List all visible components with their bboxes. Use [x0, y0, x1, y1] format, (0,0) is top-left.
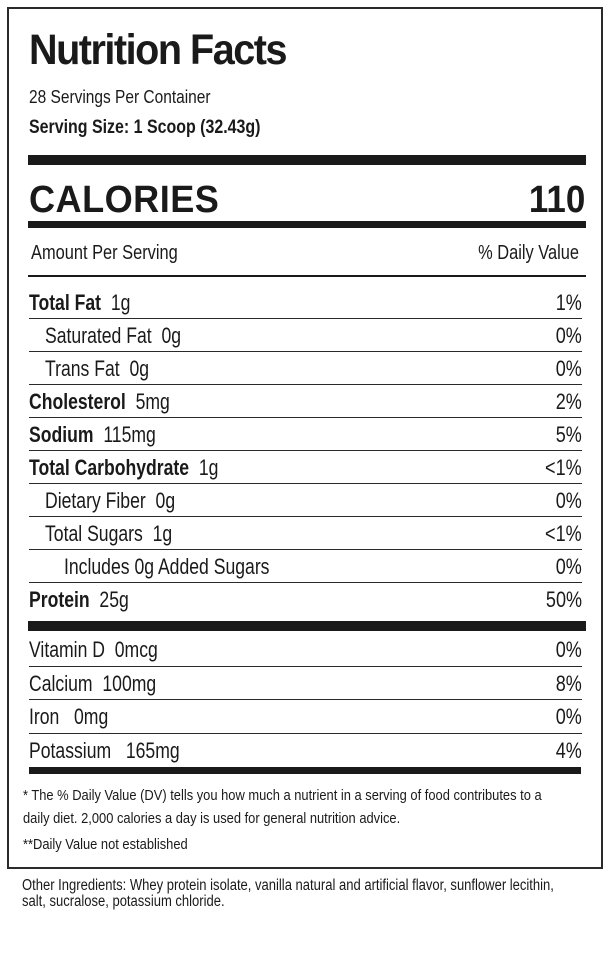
nutrient-row-sodium: Sodium 115mg 5% [29, 418, 582, 451]
vitamin-dv: 0% [555, 637, 582, 662]
nutrient-row-total-carbohydrate: Total Carbohydrate 1g <1% [29, 451, 582, 484]
other-ingredients: Other Ingredients: Whey protein isolate,… [22, 878, 585, 910]
nutrient-name: Total Sugars [45, 521, 143, 546]
daily-value-footnote-line-1: * The % Daily Value (DV) tells you how m… [23, 787, 542, 804]
vitamin-dv: 0% [555, 704, 582, 729]
nutrient-name: Trans Fat [45, 356, 120, 381]
nutrient-name: Includes 0g Added Sugars [64, 554, 270, 579]
nutrient-row-cholesterol: Cholesterol 5mg 2% [29, 385, 582, 418]
vitamin-row-vitamin-d: Vitamin D 0mcg 0% [29, 633, 582, 667]
nutrient-name: Total Carbohydrate [29, 455, 190, 480]
nutrient-dv: 0% [555, 323, 582, 348]
vitamin-amount: 165mg [125, 737, 180, 763]
nutrient-name: Sodium [29, 422, 94, 447]
vitamin-amount: 0mcg [114, 637, 158, 662]
vitamin-name: Calcium [29, 670, 93, 696]
amount-per-serving-header: Amount Per Serving [31, 242, 178, 264]
nutrient-amount: 0g [155, 488, 176, 513]
vitamin-row-iron: Iron 0mg 0% [29, 700, 582, 734]
vitamin-dv: 4% [555, 737, 582, 763]
nutrient-name: Cholesterol [29, 389, 126, 414]
nutrition-facts-panel: Nutrition Facts 28 Servings Per Containe… [7, 7, 603, 869]
label-title: Nutrition Facts [29, 26, 288, 74]
serving-size: Serving Size: 1 Scoop (32.43g) [29, 117, 261, 138]
servings-per-container: 28 Servings Per Container [29, 87, 211, 107]
vitamin-amount: 0mg [74, 704, 109, 729]
vitamin-row-calcium: Calcium 100mg 8% [29, 667, 582, 700]
nutrient-amount: 0g [129, 356, 150, 381]
nutrient-dv: 50% [545, 587, 582, 612]
calories-label: CALORIES [29, 179, 220, 221]
vitamin-row-potassium: Potassium 165mg 4% [29, 734, 582, 768]
thick-divider-calories [28, 221, 586, 228]
nutrient-dv: 0% [555, 488, 582, 513]
nutrient-amount: 1g [110, 290, 131, 315]
nutrient-amount: 5mg [135, 389, 170, 414]
vitamin-name: Potassium [29, 737, 112, 763]
nutrient-row-trans-fat: Trans Fat 0g 0% [29, 352, 582, 385]
daily-value-footnote-line-2: daily diet. 2,000 calories a day is used… [23, 810, 401, 827]
nutrient-amount: 0g [161, 323, 182, 348]
vitamin-amount: 100mg [102, 670, 157, 696]
nutrient-row-total-fat: Total Fat 1g 1% [29, 286, 582, 319]
nutrient-amount: 1g [198, 455, 219, 480]
nutrient-list: Total Fat 1g 1% Saturated Fat 0g 0% Tran… [29, 286, 582, 616]
nutrient-amount: 25g [99, 587, 129, 612]
nutrient-dv: 2% [555, 389, 582, 414]
vitamin-name: Vitamin D [29, 637, 105, 662]
vitamin-name: Iron [29, 704, 60, 729]
nutrient-dv: <1% [545, 521, 582, 546]
medium-divider [28, 275, 586, 277]
nutrient-row-dietary-fiber: Dietary Fiber 0g 0% [29, 484, 582, 517]
daily-value-header: % Daily Value [478, 242, 579, 264]
vitamin-dv: 8% [555, 670, 582, 696]
daily-value-not-established-note: **Daily Value not established [23, 836, 188, 853]
nutrient-amount: 1g [152, 521, 173, 546]
nutrient-row-total-sugars: Total Sugars 1g <1% [29, 517, 582, 550]
nutrient-row-protein: Protein 25g 50% [29, 583, 582, 616]
nutrient-dv: 1% [555, 290, 582, 315]
nutrient-amount: 115mg [103, 422, 156, 447]
nutrient-dv: 0% [555, 356, 582, 381]
nutrient-row-added-sugars: Includes 0g Added Sugars 0% [29, 550, 582, 583]
nutrient-name: Dietary Fiber [45, 488, 146, 513]
nutrient-row-saturated-fat: Saturated Fat 0g 0% [29, 319, 582, 352]
nutrient-dv: <1% [545, 455, 582, 480]
nutrient-name: Saturated Fat [45, 323, 152, 348]
ingredients-line-2: salt, sucralose, potassium chloride. [22, 893, 225, 910]
nutrient-name: Total Fat [29, 290, 102, 315]
thick-divider-bottom [29, 767, 581, 774]
thick-divider-top [28, 155, 586, 165]
vitamin-list: Vitamin D 0mcg 0% Calcium 100mg 8% Iron … [29, 633, 582, 767]
ingredients-line-1: Other Ingredients: Whey protein isolate,… [22, 877, 554, 894]
calories-value: 110 [528, 179, 585, 221]
nutrient-dv: 5% [555, 422, 582, 447]
thick-divider-vitamins [28, 621, 586, 631]
nutrient-dv: 0% [555, 554, 582, 579]
nutrient-name: Protein [29, 587, 90, 612]
